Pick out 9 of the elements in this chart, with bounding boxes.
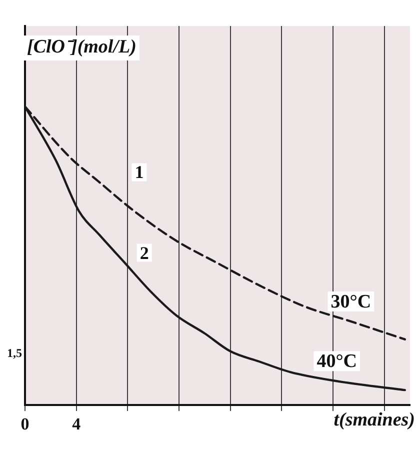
text: 1,5 (7, 346, 22, 360)
annotation: 2 (140, 242, 149, 263)
x-tick-label: 0 (20, 414, 30, 434)
series-label: 30°C (330, 291, 372, 312)
y-axis-title: [ClO⁻](mol/L) (27, 36, 136, 58)
x-tick-label: 4 (72, 414, 82, 434)
x-axis-title: t(smaines) (334, 409, 415, 430)
annotation: 1 (134, 162, 144, 182)
series-label: 40°C (316, 351, 358, 372)
